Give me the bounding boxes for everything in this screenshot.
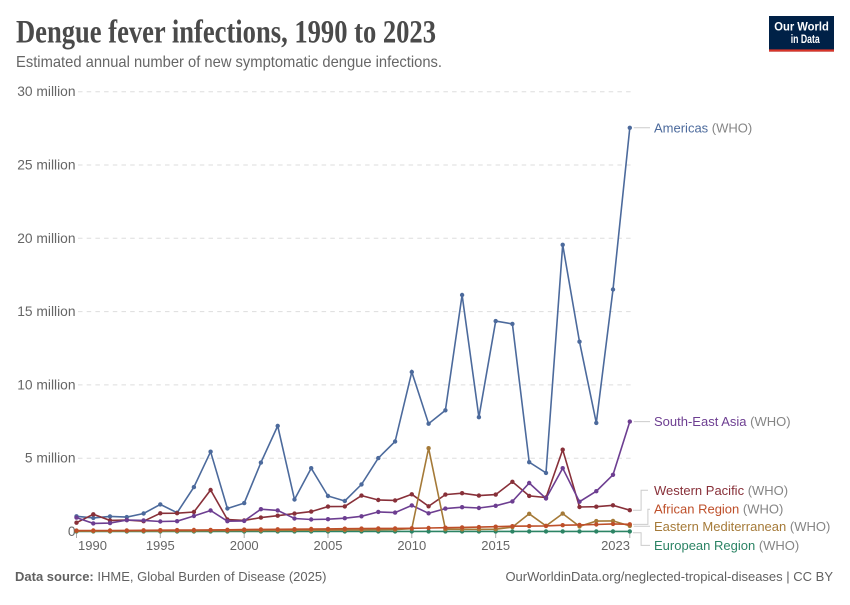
svg-text:Our World: Our World: [774, 20, 829, 34]
svg-text:2000: 2000: [230, 538, 259, 553]
svg-text:Eastern Mediterranean (WHO): Eastern Mediterranean (WHO): [654, 519, 830, 534]
svg-text:1995: 1995: [146, 538, 175, 553]
svg-text:Estimated annual number of new: Estimated annual number of new symptomat…: [16, 54, 442, 71]
svg-text:Dengue fever infections, 1990: Dengue fever infections, 1990 to 2023: [16, 14, 436, 51]
svg-text:1990: 1990: [78, 538, 107, 553]
svg-text:0: 0: [68, 524, 76, 539]
svg-text:European Region (WHO): European Region (WHO): [654, 538, 799, 553]
svg-text:Americas (WHO): Americas (WHO): [654, 120, 752, 135]
svg-text:South-East Asia (WHO): South-East Asia (WHO): [654, 414, 791, 429]
svg-text:5 million: 5 million: [25, 451, 76, 466]
svg-text:2023: 2023: [601, 538, 630, 553]
svg-text:15 million: 15 million: [17, 304, 75, 319]
svg-text:10 million: 10 million: [17, 377, 75, 392]
svg-text:20 million: 20 million: [17, 231, 75, 246]
svg-text:Western Pacific (WHO): Western Pacific (WHO): [654, 483, 788, 498]
svg-text:in Data: in Data: [791, 32, 820, 46]
svg-text:25 million: 25 million: [17, 158, 75, 173]
svg-text:2015: 2015: [481, 538, 510, 553]
svg-text:Data source: IHME, Global Burd: Data source: IHME, Global Burden of Dise…: [15, 569, 326, 584]
svg-text:OurWorldinData.org/neglected-t: OurWorldinData.org/neglected-tropical-di…: [505, 569, 833, 584]
svg-text:African Region (WHO): African Region (WHO): [654, 502, 783, 517]
svg-text:30 million: 30 million: [17, 84, 75, 99]
svg-text:2005: 2005: [314, 538, 343, 553]
svg-text:2010: 2010: [397, 538, 426, 553]
